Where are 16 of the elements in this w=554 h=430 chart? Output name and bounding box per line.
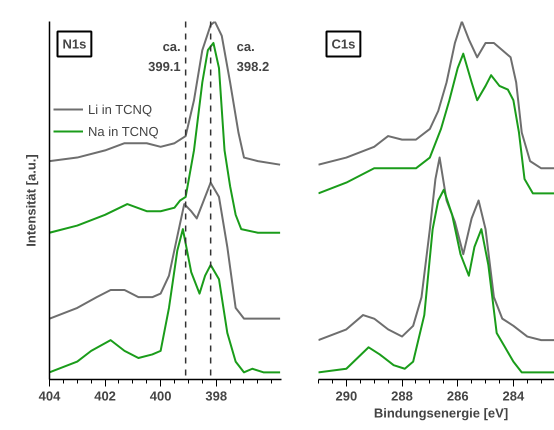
x-axis-title: Bindungsenergie [eV] <box>374 406 508 420</box>
x-tick-label: 286 <box>446 388 469 404</box>
text: N1s <box>62 36 86 52</box>
x-tick-label: 402 <box>94 388 116 404</box>
ref-line-label: ca. 399.1 <box>148 39 181 74</box>
text: C1s <box>332 36 356 52</box>
ref-line-label: ca. 398.2 <box>236 39 270 74</box>
x-tick-label: 290 <box>335 388 358 404</box>
legend-label: Li in TCNQ <box>88 102 152 116</box>
x-tick-label: 284 <box>502 388 525 404</box>
legend-label: Na in TCNQ <box>88 124 159 138</box>
x-tick-label: 398 <box>205 388 228 404</box>
x-tick-label: 400 <box>150 388 172 404</box>
x-tick-label: 288 <box>391 388 413 404</box>
y-axis-title: Intensität [a.u.] <box>24 154 38 247</box>
x-tick-label: 404 <box>38 388 62 404</box>
